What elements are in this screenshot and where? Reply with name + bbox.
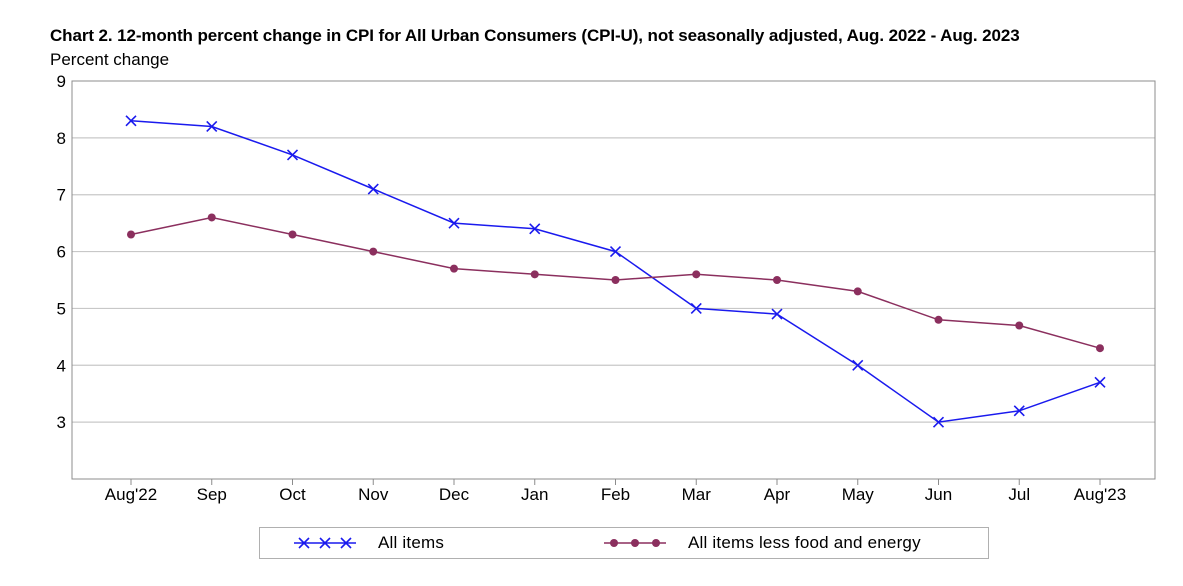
legend-item-all-items: All items [290,528,444,558]
data-point-all-items [206,120,218,133]
data-point-all-items [125,115,137,127]
data-point-core [611,276,620,284]
data-point-core [288,230,297,239]
data-point-all-items [852,359,864,371]
y-tick-label: 8 [57,129,66,148]
chart-title: Chart 2. 12-month percent change in CPI … [50,26,1020,45]
data-point-all-items [771,308,783,320]
y-tick-label: 6 [57,243,66,262]
data-point-core [853,287,862,296]
x-tick-label: Feb [601,485,630,504]
y-tick-label: 5 [57,299,66,318]
series-line-all-items [130,120,1101,423]
data-point-core [530,270,539,279]
x-tick-label: Dec [439,485,470,504]
data-point-all-items [448,217,460,229]
data-point-core [692,270,701,279]
data-point-all-items [1094,376,1106,388]
y-tick-label: 7 [57,186,66,205]
data-point-core [773,276,781,284]
data-point-core [127,230,135,239]
x-tick-label: Mar [682,485,712,504]
plot-area [71,80,1156,480]
y-tick-label: 3 [57,413,66,432]
x-tick-label: Nov [358,485,389,504]
data-point-all-items [286,149,299,161]
x-tick-label: May [842,485,875,504]
legend-label-all-items: All items [378,533,445,552]
x-tick-label: Jul [1008,485,1030,504]
data-point-all-items [1013,405,1025,417]
data-point-all-items [529,223,541,235]
x-tick-label: Sep [197,485,227,504]
x-tick-label: Aug'22 [105,485,157,504]
data-point-core [1096,344,1104,353]
x-tick-label: Aug'23 [1074,485,1126,504]
data-point-core [207,213,216,222]
x-tick-label: Apr [764,485,791,504]
data-point-core [369,247,378,256]
data-point-core [1015,321,1024,330]
legend-marker-all-items [294,537,356,549]
legend: All items All items less food and energy [259,527,989,559]
y-axis-label: Percent change [50,50,170,69]
data-point-all-items [932,416,945,428]
data-point-all-items [690,302,702,314]
y-tick-label: 9 [57,72,66,91]
y-tick-label: 4 [57,356,66,375]
legend-label-core: All items less food and energy [688,533,921,552]
legend-item-core: All items less food and energy [600,528,921,558]
data-point-core [450,264,458,273]
x-tick-label: Jan [521,485,548,504]
data-point-all-items [367,183,379,195]
x-tick-label: Oct [279,485,306,504]
x-tick-label: Jun [925,485,952,504]
data-point-core [934,315,943,324]
data-point-all-items [609,246,622,258]
legend-marker-core [604,539,666,547]
